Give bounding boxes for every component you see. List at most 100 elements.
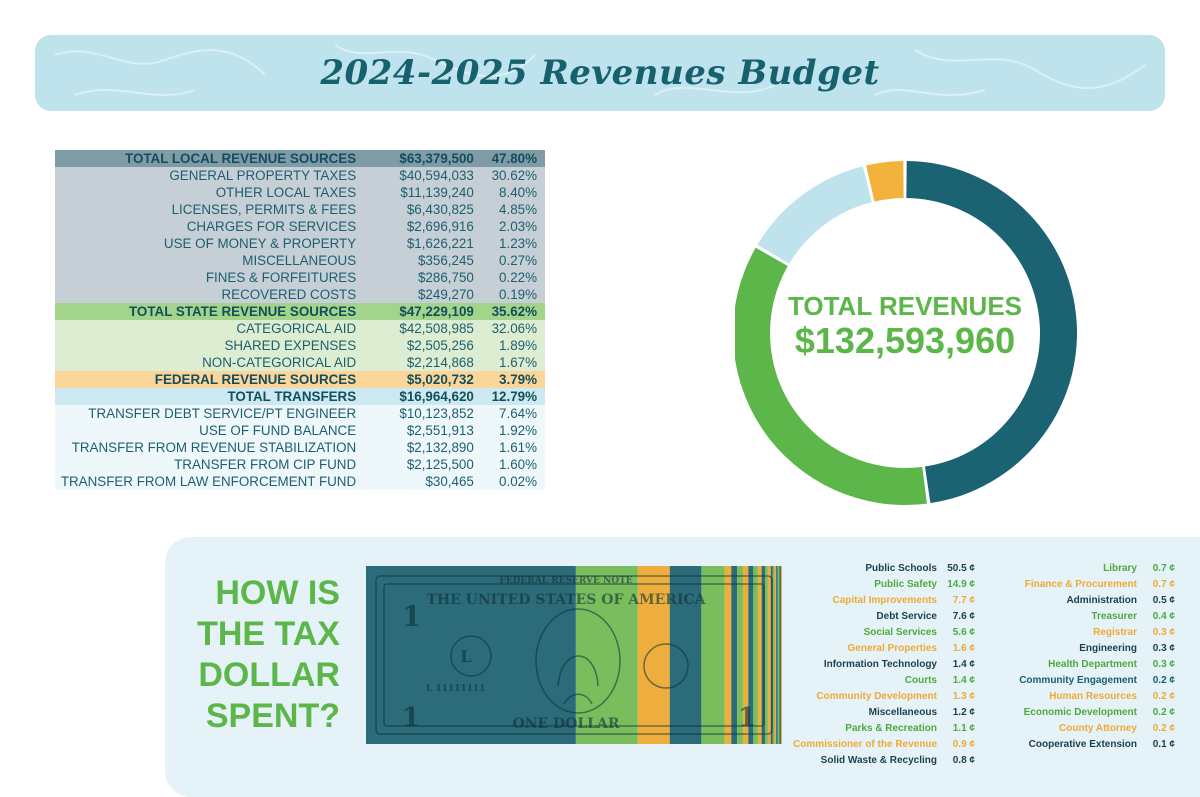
legend-item: Registrar 0.3 ¢	[1000, 625, 1175, 641]
revenue-percent: 3.79%	[481, 371, 545, 388]
bill-bar-information-technology	[731, 566, 738, 744]
legend-item: Public Safety 14.9 ¢	[780, 577, 975, 593]
legend-item: Library 0.7 ¢	[1000, 561, 1175, 577]
heading-line: DOLLAR	[198, 656, 340, 694]
revenue-source-name: RECOVERED COSTS	[55, 286, 387, 303]
revenue-amount: $286,750	[386, 269, 482, 286]
legend-value: 1.4 ¢	[952, 675, 975, 686]
portrait-oval	[535, 608, 621, 714]
bill-inner-border	[383, 583, 765, 727]
bill-denomination-text: ONE DOLLAR	[512, 716, 619, 732]
legend-item: Solid Waste & Recycling 0.8 ¢	[780, 753, 975, 769]
legend-value: 7.6 ¢	[952, 611, 975, 622]
legend-item: Treasurer 0.4 ¢	[1000, 609, 1175, 625]
legend-value: 0.2 ¢	[1152, 723, 1175, 734]
donut-slice-federal-revenue-sources	[866, 161, 904, 202]
legend-value: 0.3 ¢	[1152, 643, 1175, 654]
bill-serial: L 11111111	[426, 684, 486, 694]
legend-value: 0.5 ¢	[1152, 595, 1175, 606]
bill-numeral-bottom-left: 1	[402, 703, 420, 733]
legend-value: 0.2 ¢	[1152, 707, 1175, 718]
legend-label: Economic Development	[1023, 707, 1137, 718]
legend-label: Social Services	[863, 627, 937, 638]
revenue-amount: $2,505,256	[386, 337, 482, 354]
bill-bar-public-schools	[366, 566, 576, 744]
legend-value: 0.3 ¢	[1152, 659, 1175, 670]
legend-item: Debt Service 7.6 ¢	[780, 609, 975, 625]
revenue-amount: $1,626,221	[386, 235, 482, 252]
bill-bar-public-safety	[575, 566, 638, 744]
revenue-row: TOTAL TRANSFERS $16,964,620 12.79%	[55, 388, 545, 405]
legend-item: Community Development 1.3 ¢	[780, 689, 975, 705]
legend-label: Treasurer	[1091, 611, 1137, 622]
spending-legend-left: Public Schools 50.5 ¢ Public Safety 14.9 ¢ C…	[780, 561, 975, 769]
legend-value: 0.9 ¢	[952, 739, 975, 750]
legend-item: Health Department 0.3 ¢	[1000, 657, 1175, 673]
revenue-percent: 8.40%	[481, 184, 545, 201]
donut-slice-total-state-revenue-sources	[735, 247, 927, 505]
legend-label: Registrar	[1093, 627, 1137, 638]
revenue-source-name: FEDERAL REVENUE SOURCES	[55, 371, 387, 388]
treasury-seal	[643, 643, 689, 689]
revenue-percent: 2.03%	[481, 218, 545, 235]
revenue-percent: 4.85%	[481, 201, 545, 218]
legend-label: Commissioner of the Revenue	[793, 739, 937, 750]
bill-top-text: FEDERAL RESERVE NOTE	[499, 576, 632, 586]
legend-label: Parks & Recreation	[845, 723, 937, 734]
legend-item: Human Resources 0.2 ¢	[1000, 689, 1175, 705]
revenue-percent: 0.27%	[481, 252, 545, 269]
legend-value: 0.8 ¢	[952, 755, 975, 766]
bill-numeral-bottom-right: 1	[738, 703, 756, 733]
revenue-percent: 30.62%	[481, 167, 545, 184]
legend-label: County Attorney	[1059, 723, 1137, 734]
revenue-amount: $2,551,913	[386, 422, 482, 439]
revenue-table: TOTAL LOCAL REVENUE SOURCES $63,379,500 47…	[55, 150, 545, 490]
legend-label: Cooperative Extension	[1028, 739, 1137, 750]
legend-value: 5.6 ¢	[952, 627, 975, 638]
bill-bar-community-engagement	[779, 566, 781, 744]
revenue-row: OTHER LOCAL TAXES $11,139,240 8.40%	[55, 184, 545, 201]
legend-value: 0.7 ¢	[1152, 563, 1175, 574]
legend-item: Finance & Procurement 0.7 ¢	[1000, 577, 1175, 593]
legend-value: 1.3 ¢	[952, 691, 975, 702]
how-is-tax-dollar-spent-heading: HOW IS THE TAX DOLLAR SPENT?	[190, 573, 340, 737]
legend-item: Economic Development 0.2 ¢	[1000, 705, 1175, 721]
revenue-amount: $63,379,500	[386, 150, 482, 167]
revenue-row: LICENSES, PERMITS & FEES $6,430,825 4.85%	[55, 201, 545, 218]
legend-value: 0.4 ¢	[1152, 611, 1175, 622]
heading-line: THE TAX	[197, 615, 340, 653]
legend-value: 1.6 ¢	[952, 643, 975, 654]
legend-value: 50.5 ¢	[947, 563, 975, 574]
revenue-source-name: SHARED EXPENSES	[55, 337, 387, 354]
legend-item: Administration 0.5 ¢	[1000, 593, 1175, 609]
revenue-percent: 1.23%	[481, 235, 545, 252]
legend-item: Community Engagement 0.2 ¢	[1000, 673, 1175, 689]
bill-bar-parks-recreation	[753, 566, 758, 744]
revenue-donut-chart: TOTAL REVENUES $132,593,960	[735, 161, 1077, 505]
legend-item: General Properties 1.6 ¢	[780, 641, 975, 657]
legend-item: Cooperative Extension 0.1 ¢	[1000, 737, 1175, 753]
bill-bar-general-properties	[724, 566, 732, 744]
seal-circle	[450, 635, 492, 677]
legend-label: Community Development	[816, 691, 937, 702]
revenue-amount: $40,594,033	[386, 167, 482, 184]
legend-value: 0.3 ¢	[1152, 627, 1175, 638]
revenue-row: TOTAL STATE REVENUE SOURCES $47,229,109 35…	[55, 303, 545, 320]
revenue-row: CHARGES FOR SERVICES $2,696,916 2.03%	[55, 218, 545, 235]
revenue-row: GENERAL PROPERTY TAXES $40,594,033 30.62%	[55, 167, 545, 184]
revenue-percent: 7.64%	[481, 405, 545, 422]
revenue-source-name: TOTAL LOCAL REVENUE SOURCES	[55, 150, 387, 167]
portrait-icon	[557, 655, 599, 705]
revenue-source-name: CHARGES FOR SERVICES	[55, 218, 387, 235]
revenue-source-name: TOTAL STATE REVENUE SOURCES	[55, 303, 387, 320]
revenue-source-name: TRANSFER FROM REVENUE STABILIZATION	[55, 439, 387, 456]
revenue-row: TRANSFER DEBT SERVICE/PT ENGINEER $10,123…	[55, 405, 545, 422]
bill-bar-community-development	[742, 566, 749, 744]
revenue-source-name: MISCELLANEOUS	[55, 252, 387, 269]
legend-item: Public Schools 50.5 ¢	[780, 561, 975, 577]
revenue-amount: $356,245	[386, 252, 482, 269]
bill-bar-health-department	[777, 566, 780, 744]
revenue-source-name: TOTAL TRANSFERS	[55, 388, 387, 405]
bill-bar-miscellaneous	[748, 566, 754, 744]
revenue-row: NON-CATEGORICAL AID $2,214,868 1.67%	[55, 354, 545, 371]
